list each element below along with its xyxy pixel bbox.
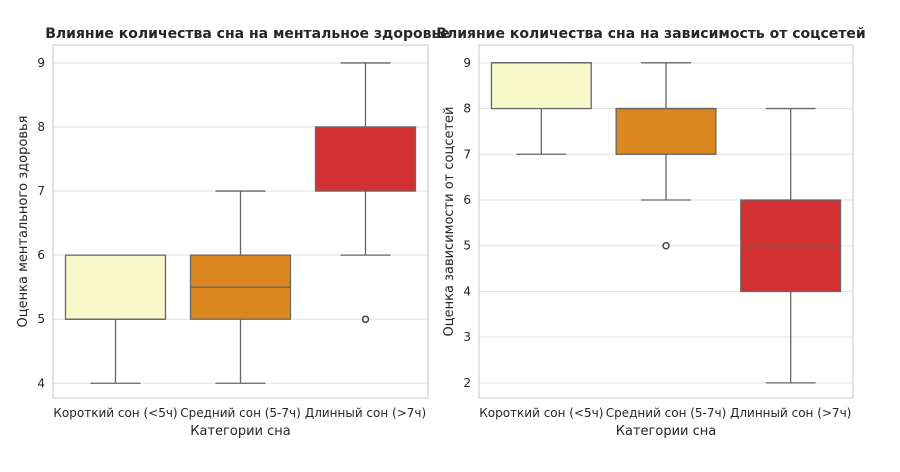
x-tick-label: Короткий сон (<5ч) (479, 406, 603, 420)
axes-frame (478, 44, 854, 399)
y-tick-label: 5 (463, 239, 471, 253)
axes-frame (52, 44, 429, 399)
box-1 (490, 62, 592, 110)
subplot-1: 4 5 6 7 8 9 Короткий сон (<5ч) Средний сон (5-7… (16, 26, 450, 439)
y-axis-label: Оценка зависимости от соцсетей (442, 107, 457, 337)
y-tick-label: 8 (37, 120, 45, 134)
x-axis-label: Категории сна (616, 424, 716, 439)
x-tick-label: Длинный сон (>7ч) (730, 406, 851, 420)
box-2 (615, 107, 717, 155)
y-tick-label: 4 (37, 376, 45, 390)
y-axis-label: Оценка ментального здоровья (16, 116, 31, 328)
chart-title: Влияние количества сна на зависимость от… (436, 26, 865, 42)
x-tick-label: Средний сон (5-7ч) (180, 406, 301, 420)
y-tick-label: 2 (463, 376, 471, 390)
y-tick-label: 9 (463, 56, 471, 70)
y-tick-label: 8 (463, 102, 471, 116)
y-tick-label: 5 (37, 312, 45, 326)
y-tick-label: 4 (463, 284, 471, 298)
y-tick-label: 6 (37, 248, 45, 262)
box-3 (314, 126, 417, 192)
outlier-point (662, 241, 670, 250)
y-tick-label: 3 (463, 330, 471, 344)
outlier-point (361, 315, 370, 323)
y-tick-label: 7 (37, 184, 45, 198)
x-tick-label: Короткий сон (<5ч) (53, 406, 177, 420)
x-tick-label: Средний сон (5-7ч) (606, 406, 727, 420)
y-tick-label: 6 (463, 193, 471, 207)
x-axis-label: Категории сна (190, 424, 290, 439)
subplot-2: 2 3 4 5 6 7 8 9 Короткий сон (<5ч) Средний сон (5… (436, 26, 865, 439)
x-tick-label: Длинный сон (>7ч) (305, 406, 426, 420)
y-tick-label: 7 (463, 147, 471, 161)
chart-title: Влияние количества сна на ментальное здо… (45, 26, 450, 42)
box-1 (64, 254, 167, 320)
y-tick-label: 9 (37, 56, 45, 70)
